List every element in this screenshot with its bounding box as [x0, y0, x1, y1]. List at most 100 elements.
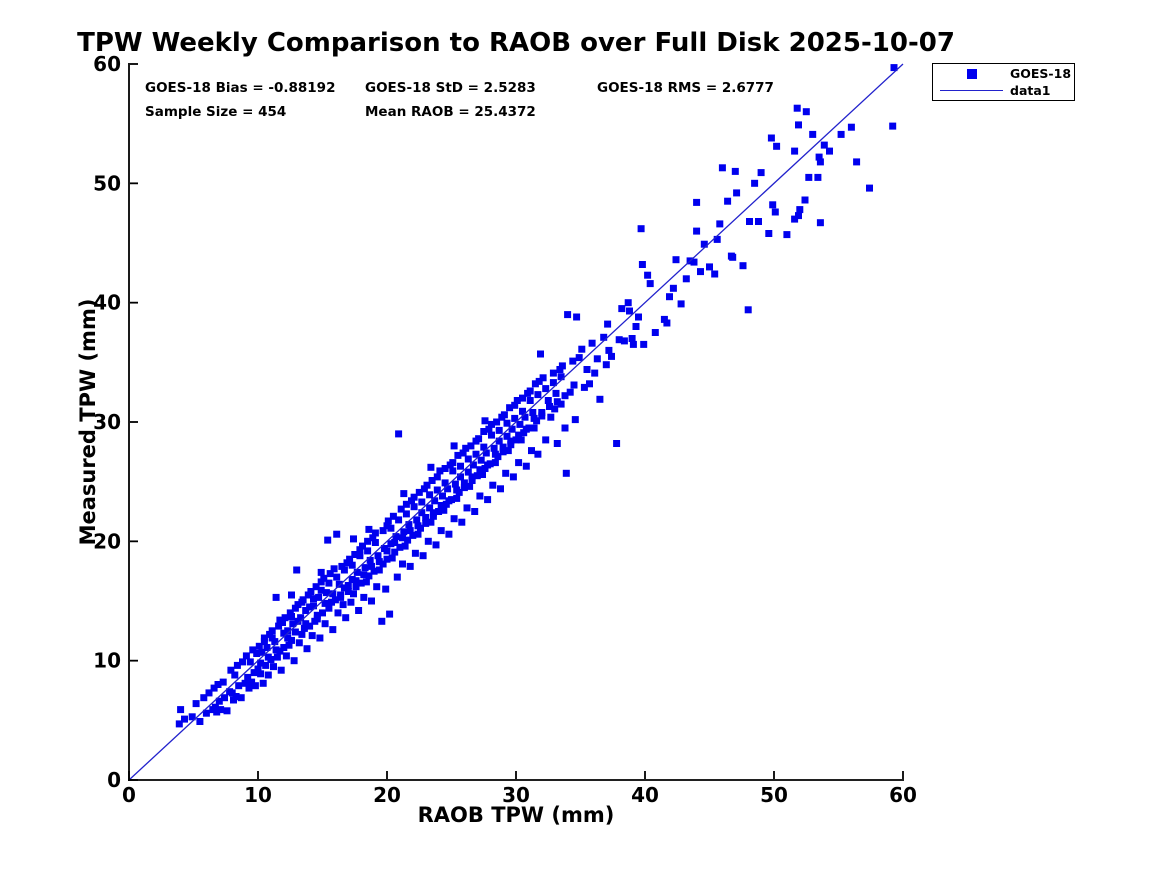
- data-point: [255, 642, 263, 650]
- data-point: [526, 387, 534, 395]
- data-point: [351, 551, 359, 558]
- data-point: [361, 564, 369, 572]
- data-point: [837, 130, 845, 138]
- data-point: [342, 614, 350, 622]
- data-point: [289, 620, 297, 628]
- data-point: [796, 206, 804, 214]
- data-point: [419, 552, 427, 560]
- data-point: [663, 319, 671, 327]
- data-point: [441, 479, 449, 487]
- data-point: [313, 611, 321, 619]
- data-point: [337, 591, 345, 599]
- y-tick-label: 60: [93, 52, 121, 76]
- data-point: [556, 366, 564, 373]
- data-point: [325, 604, 333, 612]
- data-point: [291, 604, 299, 612]
- data-point: [562, 469, 570, 477]
- data-point: [393, 573, 401, 581]
- data-point: [488, 420, 495, 428]
- data-point: [469, 461, 477, 469]
- data-point: [853, 158, 861, 166]
- data-point: [488, 431, 495, 439]
- data-point: [549, 369, 557, 377]
- data-point: [449, 459, 457, 467]
- data-point: [795, 212, 802, 220]
- data-point: [427, 463, 435, 471]
- data-point: [724, 197, 732, 205]
- data-point: [346, 555, 354, 563]
- identity-line: [128, 63, 904, 781]
- data-point: [210, 684, 218, 692]
- data-point: [251, 682, 259, 690]
- data-point: [410, 503, 418, 511]
- data-point: [408, 497, 415, 505]
- data-point: [769, 201, 777, 209]
- data-point: [306, 622, 314, 630]
- data-point: [542, 436, 550, 444]
- legend-marker-square-icon: [933, 68, 1010, 79]
- data-point: [746, 218, 753, 225]
- data-point: [629, 340, 637, 348]
- data-point: [450, 442, 458, 450]
- data-point: [266, 630, 274, 638]
- data-point: [317, 586, 325, 594]
- data-point: [368, 562, 375, 570]
- data-point: [468, 473, 476, 481]
- data-point: [544, 397, 552, 404]
- y-tick-label: 0: [107, 768, 121, 792]
- data-point: [418, 498, 426, 506]
- data-point: [246, 658, 254, 666]
- data-point: [793, 104, 801, 112]
- data-point: [321, 599, 329, 607]
- data-point: [250, 669, 258, 677]
- data-point: [429, 512, 437, 520]
- data-point: [569, 357, 577, 365]
- data-point: [638, 261, 646, 268]
- data-point: [531, 380, 539, 388]
- data-point: [512, 436, 520, 444]
- data-point: [384, 517, 392, 525]
- stat-rms: GOES-18 RMS = 2.6777: [597, 80, 774, 96]
- y-tick-label: 10: [93, 649, 121, 673]
- data-point: [271, 638, 279, 646]
- data-point: [517, 436, 525, 444]
- data-point: [588, 339, 596, 347]
- data-point: [445, 497, 453, 505]
- data-point: [669, 284, 677, 292]
- data-point: [392, 533, 400, 541]
- data-point: [391, 548, 399, 556]
- data-point: [431, 497, 439, 505]
- data-point: [682, 275, 690, 283]
- data-point: [312, 583, 320, 591]
- data-point: [534, 391, 542, 399]
- data-point: [253, 650, 261, 657]
- data-point: [276, 647, 284, 655]
- data-point: [814, 173, 822, 181]
- data-point: [379, 560, 387, 568]
- data-point: [322, 589, 330, 597]
- data-point: [462, 444, 470, 452]
- data-point: [335, 580, 343, 588]
- legend-box: GOES-18 data1: [932, 63, 1075, 101]
- data-point: [497, 485, 504, 493]
- data-point: [378, 617, 386, 625]
- data-point: [264, 653, 272, 661]
- data-point: [847, 123, 855, 131]
- data-point: [214, 681, 222, 688]
- data-point: [383, 547, 391, 555]
- data-point: [330, 565, 338, 573]
- data-point: [471, 508, 479, 515]
- data-point: [302, 620, 310, 628]
- data-point: [270, 663, 277, 671]
- data-point: [369, 534, 377, 542]
- data-point: [539, 374, 547, 382]
- data-point: [290, 657, 298, 665]
- data-point: [374, 552, 382, 560]
- data-point: [306, 603, 314, 611]
- data-point: [280, 644, 288, 651]
- legend-label: GOES-18: [1010, 66, 1072, 81]
- data-point: [700, 240, 708, 248]
- data-point: [347, 598, 355, 606]
- data-point: [387, 540, 395, 548]
